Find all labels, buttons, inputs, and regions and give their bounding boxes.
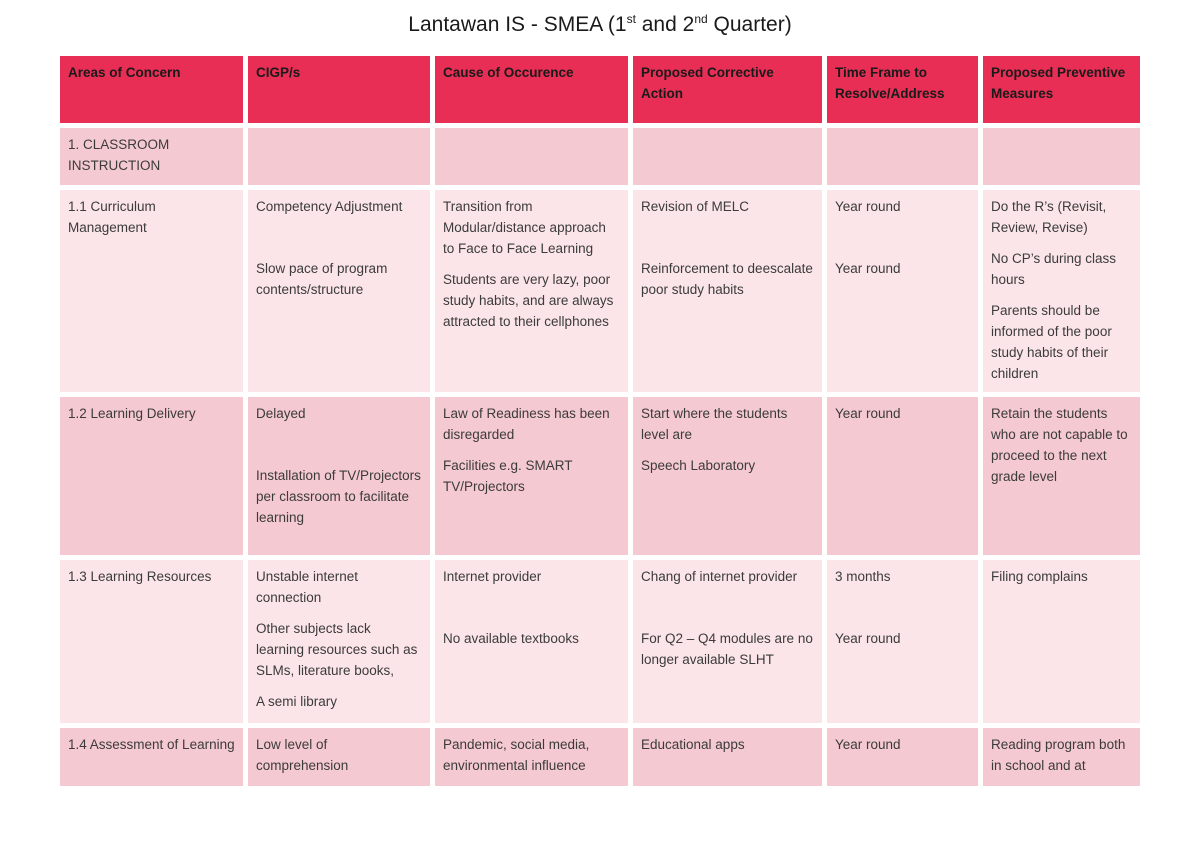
- title-superscript-nd: nd: [694, 12, 708, 26]
- cell-text: Retain the students who are not capable …: [991, 406, 1128, 484]
- cell-preventive: [978, 123, 1145, 190]
- cell-timeframe: [822, 123, 983, 190]
- cell-text: Do the R’s (Revisit, Review, Revise): [991, 199, 1107, 235]
- cell-text: Year round: [835, 406, 901, 421]
- cell-text: Facilities e.g. SMART TV/Projectors: [443, 458, 573, 494]
- cell-text: Other subjects lack learning resources s…: [256, 621, 418, 678]
- table-row-assessment-of-learning: 1.4 Assessment of Learning Low level of …: [55, 723, 1145, 791]
- cell-cigps: Delayed Installation of TV/Projectors pe…: [243, 392, 435, 560]
- cell-preventive: Retain the students who are not capable …: [978, 392, 1145, 560]
- cell-text: Competency Adjustment: [256, 199, 403, 214]
- cell-text: Students are very lazy, poor study habit…: [443, 272, 614, 329]
- cell-text: 1.2 Learning Delivery: [68, 406, 196, 421]
- cell-text: Year round: [835, 631, 901, 646]
- cell-areas-of-concern: 1.2 Learning Delivery: [55, 392, 248, 560]
- cell-text: [641, 597, 814, 618]
- cell-text: Internet provider: [443, 569, 542, 584]
- cell-text: Pandemic, social media, environmental in…: [443, 737, 590, 773]
- cell-cigps: Low level of comprehension: [243, 723, 435, 791]
- title-superscript-st: st: [626, 12, 636, 26]
- column-header-cigps: CIGP/s: [243, 51, 435, 128]
- title-text-3: Quarter): [707, 13, 792, 36]
- cell-preventive: Do the R’s (Revisit, Review, Revise) No …: [978, 185, 1145, 397]
- cell-text: [256, 227, 422, 248]
- cell-text: Low level of comprehension: [256, 737, 349, 773]
- cell-corrective: Revision of MELC Reinforcement to deesca…: [628, 185, 827, 397]
- cell-timeframe: Year round: [822, 723, 983, 791]
- cell-areas-of-concern: 1.3 Learning Resources: [55, 555, 248, 728]
- title-text-2: and 2: [635, 13, 695, 36]
- column-header-cause-of-occurence: Cause of Occurence: [430, 51, 633, 128]
- cell-timeframe: Year round Year round: [822, 185, 983, 397]
- cell-text: 1.1 Curriculum Management: [68, 199, 156, 235]
- column-header-time-frame: Time Frame to Resolve/Address: [822, 51, 983, 128]
- column-header-proposed-corrective-action: Proposed Corrective Action: [628, 51, 827, 128]
- cell-corrective: Educational apps: [628, 723, 827, 791]
- cell-preventive: Filing complains: [978, 555, 1145, 728]
- table-header-row: Areas of Concern CIGP/s Cause of Occuren…: [55, 51, 1145, 128]
- cell-text: Transition from Modular/distance approac…: [443, 199, 606, 256]
- cell-preventive: Reading program both in school and at: [978, 723, 1145, 791]
- cell-text: For Q2 – Q4 modules are no longer availa…: [641, 631, 813, 667]
- cell-text: Revision of MELC: [641, 199, 750, 214]
- cell-text: Installation of TV/Projectors per classr…: [256, 468, 421, 525]
- document-title: Lantawan IS - SMEA (1st and 2nd Quarter): [0, 0, 1200, 37]
- cell-cigps: [243, 123, 435, 190]
- column-header-proposed-preventive-measures: Proposed Preventive Measures: [978, 51, 1145, 128]
- cell-text: [835, 597, 970, 618]
- cell-cause: [430, 123, 633, 190]
- cell-text: 1.4 Assessment of Learning: [68, 737, 235, 752]
- cell-text: [641, 227, 814, 248]
- cell-text: 3 months: [835, 569, 891, 584]
- cell-text: Start where the students level are: [641, 406, 788, 442]
- cell-text: 1. CLASSROOM INSTRUCTION: [68, 137, 170, 173]
- cell-timeframe: 3 months Year round: [822, 555, 983, 728]
- cell-cause: Transition from Modular/distance approac…: [430, 185, 633, 397]
- cell-text: Educational apps: [641, 737, 745, 752]
- cell-cause: Law of Readiness has been disregarded Fa…: [430, 392, 633, 560]
- title-text-1: Lantawan IS - SMEA (1: [408, 13, 627, 36]
- cell-text: 1.3 Learning Resources: [68, 569, 212, 584]
- cell-corrective: Chang of internet provider For Q2 – Q4 m…: [628, 555, 827, 728]
- cell-corrective: Start where the students level are Speec…: [628, 392, 827, 560]
- cell-text: Slow pace of program contents/structure: [256, 261, 388, 297]
- cell-text: Speech Laboratory: [641, 458, 756, 473]
- cell-text: Parents should be informed of the poor s…: [991, 303, 1112, 381]
- cell-text: [443, 597, 620, 618]
- column-header-areas-of-concern: Areas of Concern: [55, 51, 248, 128]
- smea-table: Areas of Concern CIGP/s Cause of Occuren…: [55, 51, 1145, 791]
- cell-text: No CP’s during class hours: [991, 251, 1117, 287]
- cell-text: A semi library: [256, 694, 338, 709]
- table-row-learning-delivery: 1.2 Learning Delivery Delayed Installati…: [55, 392, 1145, 560]
- cell-text: Delayed: [256, 406, 306, 421]
- cell-cause: Internet provider No available textbooks: [430, 555, 633, 728]
- cell-text: Reinforcement to deescalate poor study h…: [641, 261, 813, 297]
- cell-text: Year round: [835, 737, 901, 752]
- cell-text: Law of Readiness has been disregarded: [443, 406, 610, 442]
- cell-cigps: Competency Adjustment Slow pace of progr…: [243, 185, 435, 397]
- cell-text: Filing complains: [991, 569, 1088, 584]
- cell-cigps: Unstable internet connection Other subje…: [243, 555, 435, 728]
- cell-text: Unstable internet connection: [256, 569, 359, 605]
- cell-timeframe: Year round: [822, 392, 983, 560]
- cell-text: No available textbooks: [443, 631, 579, 646]
- cell-cause: Pandemic, social media, environmental in…: [430, 723, 633, 791]
- cell-text: Year round: [835, 199, 901, 214]
- cell-areas-of-concern: 1.1 Curriculum Management: [55, 185, 248, 397]
- table-row-curriculum-management: 1.1 Curriculum Management Competency Adj…: [55, 185, 1145, 397]
- cell-text: [256, 434, 422, 455]
- cell-areas-of-concern: 1. CLASSROOM INSTRUCTION: [55, 123, 248, 190]
- cell-text: Chang of internet provider: [641, 569, 798, 584]
- cell-text: Year round: [835, 261, 901, 276]
- cell-text: [835, 227, 970, 248]
- cell-areas-of-concern: 1.4 Assessment of Learning: [55, 723, 248, 791]
- cell-text: Reading program both in school and at: [991, 737, 1126, 773]
- table-row-classroom-instruction: 1. CLASSROOM INSTRUCTION: [55, 123, 1145, 190]
- table-row-learning-resources: 1.3 Learning Resources Unstable internet…: [55, 555, 1145, 728]
- cell-corrective: [628, 123, 827, 190]
